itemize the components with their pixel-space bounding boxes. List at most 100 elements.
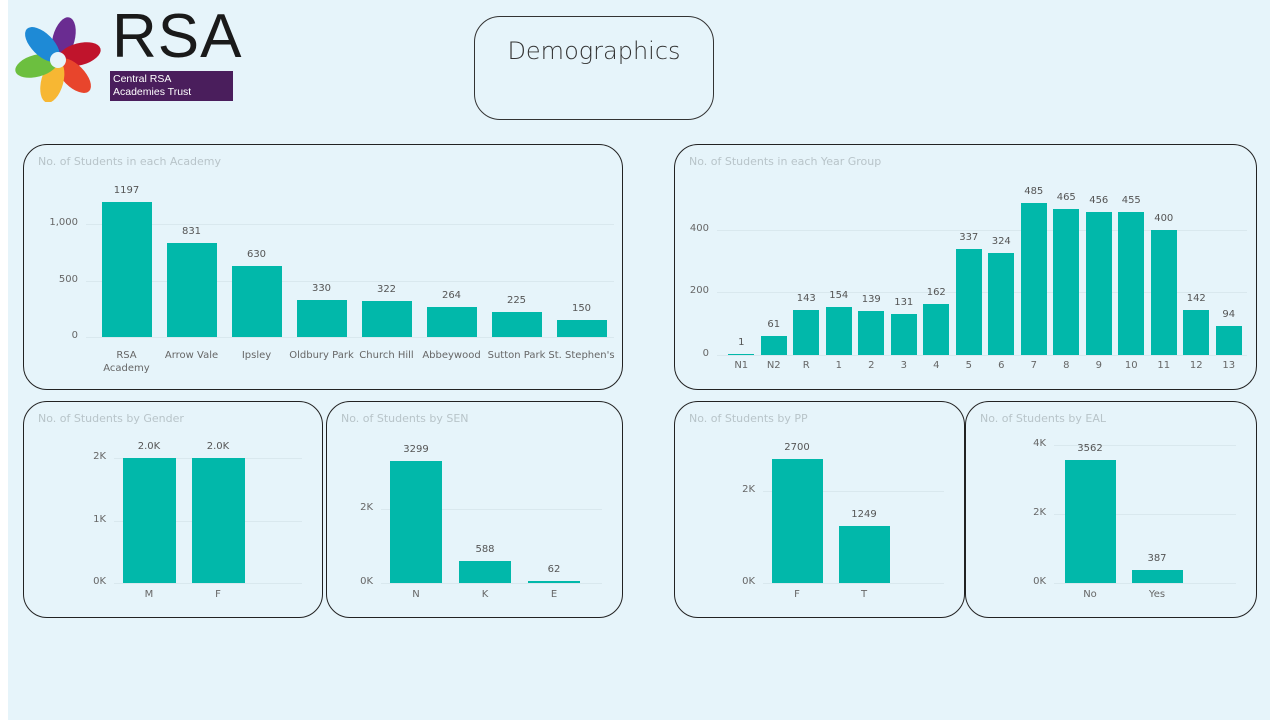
chart-title: No. of Students in each Year Group xyxy=(689,155,882,168)
chart-bar[interactable] xyxy=(1215,325,1242,355)
chart-bar[interactable] xyxy=(1183,310,1210,355)
gridline xyxy=(717,292,1247,294)
chart-bar[interactable] xyxy=(390,461,442,583)
chart-panel-academy[interactable]: No. of Students in each Academy 0 500 1,000… xyxy=(23,144,623,390)
chart-bar[interactable] xyxy=(771,459,823,583)
chart-bar[interactable] xyxy=(101,202,152,337)
logo-subtitle-line1: Central RSA xyxy=(113,73,172,85)
chart-bar[interactable] xyxy=(426,307,477,337)
data-label: 322 xyxy=(376,283,397,295)
data-label: 61 xyxy=(767,318,781,330)
chart-bar[interactable] xyxy=(838,525,890,583)
x-axis-category-label: 12 xyxy=(1189,360,1203,371)
x-axis-category-label: Oldbury Park xyxy=(289,350,354,361)
x-axis-category-label: 7 xyxy=(1030,360,1037,371)
x-axis-category-label: 6 xyxy=(998,360,1005,371)
x-axis-category-label: K xyxy=(481,589,489,600)
gridline xyxy=(717,355,1247,356)
x-axis-category-label: M xyxy=(144,589,154,600)
x-axis-category-label: RSA Academy xyxy=(103,350,150,374)
data-label: 337 xyxy=(959,232,979,244)
chart-bar[interactable] xyxy=(231,265,282,337)
chart-bar[interactable] xyxy=(825,306,852,355)
chart-bar[interactable] xyxy=(858,311,885,355)
data-label: 225 xyxy=(506,294,527,306)
chart-bar[interactable] xyxy=(166,243,217,337)
x-axis-category-label: N xyxy=(412,589,420,600)
data-label: 1197 xyxy=(113,185,140,196)
chart-bar[interactable] xyxy=(1085,212,1112,355)
gridline xyxy=(1054,514,1236,515)
chart-bar[interactable] xyxy=(556,320,607,337)
chart-bar[interactable] xyxy=(955,249,982,355)
pinwheel-logo-icon xyxy=(15,17,101,102)
x-axis-category-label: R xyxy=(802,360,810,371)
data-label: 324 xyxy=(991,236,1011,248)
chart-bar[interactable] xyxy=(1131,569,1183,583)
chart-bar[interactable] xyxy=(459,561,511,583)
y-axis-tick-label: 1K xyxy=(93,513,106,525)
chart-bar[interactable] xyxy=(1118,212,1145,355)
x-axis-category-label: N1 xyxy=(734,360,749,371)
page-title: Demographics xyxy=(507,37,681,65)
chart-panel-pp[interactable]: No. of Students by PP 0K 2K 2700 F 1249 T xyxy=(674,401,965,618)
chart-bar[interactable] xyxy=(528,580,580,583)
x-axis-category-label: St. Stephen's xyxy=(548,350,615,361)
chart-bar[interactable] xyxy=(1150,229,1177,355)
chart-bar[interactable] xyxy=(988,253,1015,355)
report-canvas xyxy=(8,0,1270,720)
data-label: 139 xyxy=(861,294,881,306)
x-axis-category-label: N2 xyxy=(766,360,781,371)
page-title-box: Demographics xyxy=(474,16,714,120)
data-label: 2.0K xyxy=(206,441,230,452)
x-axis-category-label: 10 xyxy=(1124,360,1138,371)
gridline xyxy=(1054,445,1236,446)
chart-bar[interactable] xyxy=(760,335,787,355)
chart-bar[interactable] xyxy=(1020,203,1047,355)
x-axis-category-label: 1 xyxy=(835,360,842,371)
chart-bar[interactable] xyxy=(122,458,176,583)
chart-title: No. of Students by PP xyxy=(689,412,808,425)
y-axis-tick-label: 2K xyxy=(360,502,373,514)
data-label: 455 xyxy=(1121,195,1141,207)
chart-panel-sen[interactable]: No. of Students by SEN 0K 2K 3299 N 588 K 62 E xyxy=(326,401,623,618)
chart-title: No. of Students by SEN xyxy=(341,412,469,425)
data-label: 400 xyxy=(1154,212,1174,224)
data-label: 3562 xyxy=(1077,443,1103,455)
chart-bar[interactable] xyxy=(361,300,412,337)
x-axis-category-label: Church Hill xyxy=(359,350,414,361)
data-label: 143 xyxy=(796,293,816,305)
y-axis-tick-label: 4K xyxy=(1033,438,1046,449)
x-axis-category-label: Arrow Vale xyxy=(164,350,219,361)
x-axis-category-label: 3 xyxy=(900,360,907,371)
data-label: 485 xyxy=(1024,186,1044,197)
y-axis-tick-label: 2K xyxy=(1033,507,1046,518)
x-axis-category-label: Yes xyxy=(1148,589,1166,600)
data-label: 588 xyxy=(475,544,495,556)
rsa-logo: RSA Central RSA Academies Trust xyxy=(14,6,241,102)
x-axis-category-label: 8 xyxy=(1063,360,1070,371)
chart-bar[interactable] xyxy=(793,310,820,355)
data-label: 387 xyxy=(1147,552,1167,564)
data-label: 131 xyxy=(894,296,914,308)
chart-panel-gender[interactable]: No. of Students by Gender 0K 1K 2K 2.0K M 2.0K… xyxy=(23,401,323,618)
chart-panel-year-group[interactable]: No. of Students in each Year Group 0 200 40… xyxy=(674,144,1257,390)
chart-bar[interactable] xyxy=(1064,460,1116,583)
chart-bar[interactable] xyxy=(890,313,917,355)
chart-bar[interactable] xyxy=(1053,209,1080,355)
data-label: 162 xyxy=(926,287,946,299)
gridline xyxy=(86,337,614,338)
y-axis-tick-label: 2K xyxy=(742,484,755,496)
chart-bar[interactable] xyxy=(923,304,950,355)
chart-bar[interactable] xyxy=(491,311,542,337)
x-axis-category-label: 4 xyxy=(933,360,940,371)
chart-bar[interactable] xyxy=(728,353,755,355)
data-label: 142 xyxy=(1186,293,1206,305)
x-axis-category-label: T xyxy=(860,589,868,600)
chart-bar[interactable] xyxy=(296,299,347,337)
chart-bar[interactable] xyxy=(191,458,245,583)
chart-panel-eal[interactable]: No. of Students by EAL 0K 2K 4K 3562 No 387 Yes xyxy=(965,401,1257,618)
gridline xyxy=(717,229,1247,231)
data-label: 630 xyxy=(246,248,267,260)
logo-subtitle: Central RSA Academies Trust xyxy=(110,71,233,101)
